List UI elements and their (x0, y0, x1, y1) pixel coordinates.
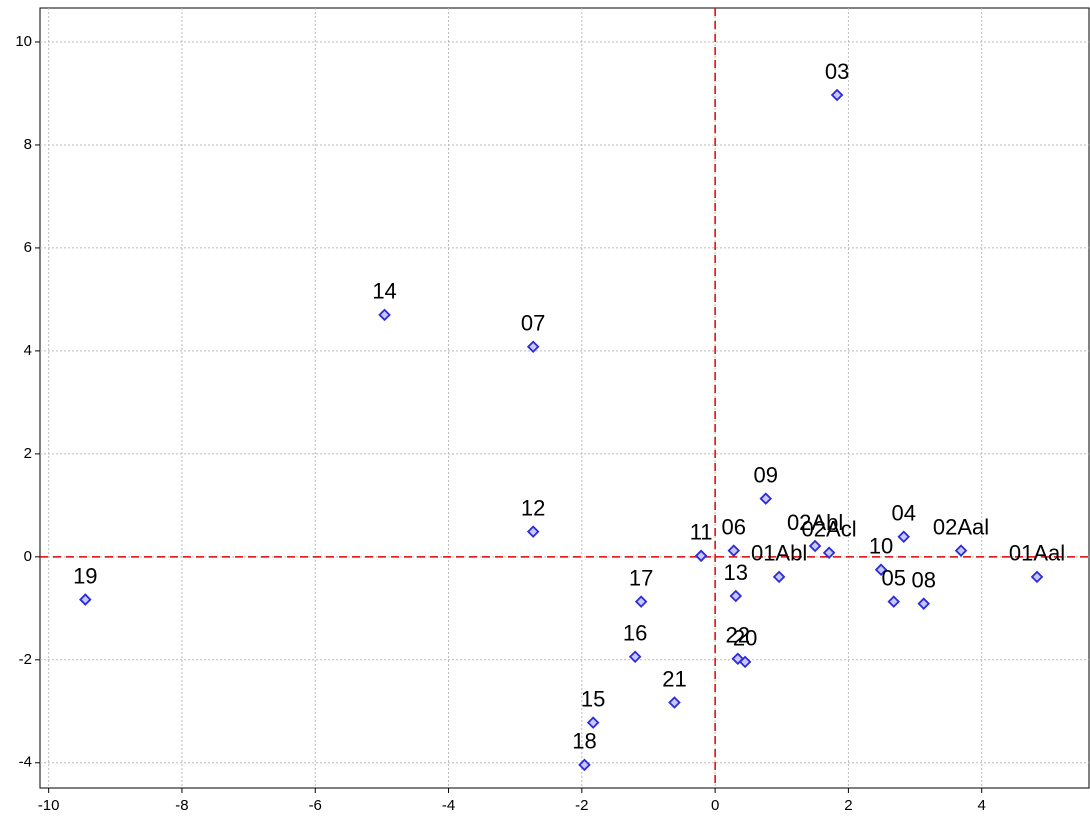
point (578, 758, 591, 772)
point (526, 340, 540, 354)
point-label: 22 (726, 623, 750, 648)
x-tick-label: 4 (978, 797, 986, 814)
point (887, 595, 901, 608)
point (874, 563, 888, 576)
y-tick-label: 8 (24, 136, 32, 153)
point-label: 21 (662, 666, 686, 691)
point-label: 08 (911, 567, 935, 592)
point (897, 530, 910, 544)
y-tick-label: -4 (19, 754, 32, 771)
point-label: 02Acl (802, 517, 857, 542)
point (727, 544, 741, 557)
point (808, 539, 822, 553)
point (586, 716, 600, 729)
x-tick-label: -10 (38, 797, 60, 814)
point (772, 570, 786, 584)
point-label: 01Aal (1009, 541, 1065, 566)
x-tick-label: -2 (575, 797, 588, 814)
point (634, 595, 648, 608)
y-tick-label: 4 (24, 342, 32, 359)
point (378, 308, 391, 322)
y-tick-label: 2 (24, 445, 32, 462)
point (526, 525, 540, 538)
y-tick-label: -2 (19, 651, 32, 668)
point (694, 549, 708, 563)
point-label: 12 (521, 495, 545, 520)
point (759, 492, 773, 505)
point-label: 04 (891, 501, 915, 526)
x-tick-label: 2 (844, 797, 852, 814)
point-label: 15 (581, 686, 605, 711)
point (79, 593, 92, 606)
point-label: 11 (690, 520, 713, 545)
point (729, 589, 743, 603)
point (830, 88, 844, 102)
point-label: 16 (623, 621, 647, 646)
y-tick-label: 0 (24, 548, 32, 565)
point-label: 02Abl (787, 510, 843, 535)
x-tick-label: -4 (442, 797, 455, 814)
point-label: 14 (372, 279, 396, 304)
point-label: 03 (825, 59, 849, 84)
point-label: 01Abl (751, 541, 807, 566)
point (917, 597, 930, 610)
point-label: 09 (754, 462, 778, 487)
point (668, 696, 681, 709)
y-tick-label: 10 (15, 33, 32, 50)
point (822, 546, 836, 559)
x-tick-label: 0 (711, 797, 719, 814)
x-tick-label: -6 (309, 797, 322, 814)
x-tick-label: -8 (175, 797, 188, 814)
point (738, 655, 752, 669)
point (628, 650, 642, 663)
point-label: 20 (733, 626, 757, 651)
plot-frame (39, 7, 1090, 789)
point-label: 06 (722, 514, 746, 539)
point (954, 544, 968, 557)
point-label: 02Aal (933, 514, 989, 539)
point-label: 13 (724, 560, 748, 585)
point-label: 19 (73, 563, 97, 588)
point-label: 17 (629, 565, 653, 590)
point-label: 07 (521, 311, 545, 336)
point-label: 05 (881, 565, 905, 590)
point-label: 10 (869, 534, 893, 559)
point-label: 18 (572, 729, 596, 754)
y-tick-label: 6 (24, 239, 32, 256)
point (1030, 570, 1044, 584)
